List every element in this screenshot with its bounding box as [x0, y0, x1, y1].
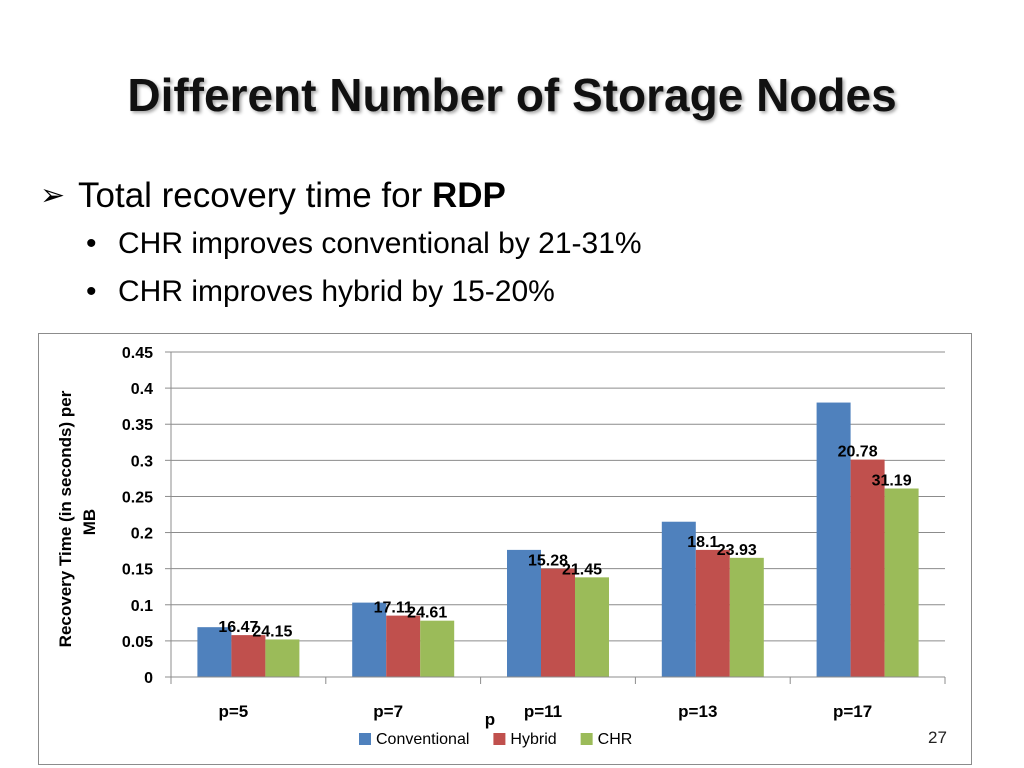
legend-label-conventional: Conventional	[376, 731, 469, 748]
bar-chr-p17	[884, 488, 919, 677]
data-label-chr: 24.61	[407, 605, 447, 622]
data-label-chr: 21.45	[562, 561, 602, 578]
arrow-bullet-icon: ➢	[40, 179, 66, 212]
bar-conventional-p17	[816, 402, 851, 677]
y-axis-title-line2: MB	[80, 509, 99, 535]
bar-conventional-p11	[507, 549, 541, 677]
y-tick-label: 0	[144, 670, 153, 687]
bar-chr-p11	[575, 577, 609, 677]
sub-bullet-text: CHR improves hybrid by 15-20%	[118, 275, 555, 308]
bar-chr-p13	[729, 557, 764, 677]
y-tick-label: 0.45	[122, 345, 153, 362]
y-tick-label: 0.1	[131, 598, 153, 615]
y-tick-label: 0.15	[122, 562, 153, 579]
bar-chr-p5	[265, 639, 300, 677]
legend-swatch-hybrid	[493, 733, 506, 745]
data-label-hybrid: 15.28	[528, 553, 568, 570]
y-tick-label: 0.4	[131, 381, 153, 398]
bar-chr-p7	[420, 620, 455, 677]
y-tick-label: 0.05	[122, 634, 153, 651]
x-tick-label: p=11	[524, 702, 562, 721]
bar-hybrid-p17	[850, 459, 885, 677]
y-tick-label: 0.2	[131, 526, 153, 543]
slide-title: Different Number of Storage Nodes	[127, 69, 897, 121]
data-label-chr: 24.15	[252, 623, 292, 640]
y-axis-title-line1: Recovery Time (in seconds) per	[56, 390, 75, 647]
y-tick-label: 0.3	[131, 453, 153, 470]
legend-label-hybrid: Hybrid	[510, 731, 556, 748]
bullet-main-text: Total recovery time for	[78, 176, 432, 215]
x-axis-title: p	[485, 710, 495, 729]
bar-conventional-p7	[352, 602, 387, 677]
data-label-hybrid: 20.78	[838, 444, 878, 461]
data-label-hybrid: 16.47	[218, 619, 258, 636]
x-tick-label: p=7	[373, 702, 403, 721]
bar-conventional-p13	[661, 521, 696, 677]
legend-swatch-conventional	[359, 733, 371, 745]
bar-chart: 0 0.05 0.1 0.15 0.2 0.25 0.3 0.35 0.4 0.45 p=5 p=7 p…	[56, 345, 946, 748]
bullet-list: ➢ Total recovery time for RDP • CHR impr…	[40, 172, 642, 316]
bullet-main: ➢ Total recovery time for RDP	[40, 172, 642, 220]
x-tick-label: p=17	[833, 702, 872, 721]
bar-conventional-p5	[197, 627, 232, 677]
data-label-hybrid: 18.1	[687, 534, 718, 551]
dot-bullet-icon: •	[86, 275, 97, 308]
slide-number: 27	[928, 728, 947, 747]
x-tick-label: p=13	[678, 702, 717, 721]
dot-bullet-icon: •	[86, 227, 97, 260]
sub-bullet: • CHR improves hybrid by 15-20%	[40, 268, 642, 316]
bar-hybrid-p5	[231, 635, 266, 677]
bar-hybrid-p11	[541, 568, 575, 677]
sub-bullet-text: CHR improves conventional by 21-31%	[118, 227, 642, 260]
bar-hybrid-p13	[695, 549, 730, 677]
data-label-chr: 23.93	[717, 542, 757, 559]
bullet-main-bold: RDP	[432, 176, 506, 215]
sub-bullet: • CHR improves conventional by 21-31%	[40, 220, 642, 268]
x-tick-label: p=5	[219, 702, 249, 721]
chart-frame: 0 0.05 0.1 0.15 0.2 0.25 0.3 0.35 0.4 0.45 p=5 p=7 p…	[38, 333, 972, 765]
data-label-chr: 31.19	[872, 473, 912, 490]
data-label-hybrid: 17.11	[374, 600, 413, 617]
y-tick-label: 0.35	[122, 417, 153, 434]
bar-hybrid-p7	[386, 615, 421, 677]
legend-label-chr: CHR	[598, 731, 633, 748]
y-tick-label: 0.25	[122, 489, 153, 506]
legend-swatch-chr	[580, 733, 593, 745]
